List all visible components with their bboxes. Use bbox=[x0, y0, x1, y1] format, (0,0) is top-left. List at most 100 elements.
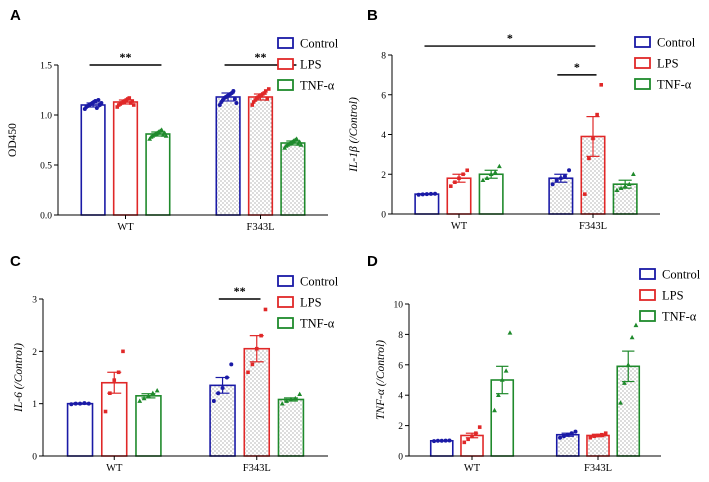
data-point bbox=[112, 378, 117, 382]
y-axis-label: TNF-α (/Control) bbox=[375, 340, 387, 420]
panel-letter: D bbox=[367, 253, 378, 270]
data-point bbox=[217, 103, 222, 107]
data-point bbox=[567, 168, 572, 173]
data-point bbox=[224, 375, 229, 380]
panel-letter: B bbox=[367, 7, 378, 24]
data-point bbox=[162, 130, 168, 135]
error-bar bbox=[586, 116, 600, 157]
data-point bbox=[108, 391, 112, 395]
data-point bbox=[103, 409, 108, 414]
data-point bbox=[159, 127, 165, 132]
y-tick-label: 0 bbox=[32, 453, 37, 463]
data-point bbox=[263, 307, 268, 312]
significance-label: * bbox=[507, 31, 513, 45]
legend-label: Control bbox=[300, 37, 339, 51]
legend: Control LPS TNF-α bbox=[277, 37, 339, 93]
legend-label: Control bbox=[300, 275, 339, 289]
data-point bbox=[435, 438, 440, 443]
legend-swatch bbox=[277, 317, 294, 329]
data-point bbox=[603, 431, 608, 435]
data-point bbox=[588, 435, 593, 440]
bar bbox=[112, 101, 139, 216]
category-label: WT bbox=[117, 222, 134, 233]
y-axis-label: OD450 bbox=[7, 123, 19, 157]
data-point bbox=[229, 362, 234, 367]
legend-item: Control bbox=[634, 36, 696, 50]
data-point bbox=[216, 391, 221, 396]
data-point bbox=[561, 434, 566, 439]
data-point bbox=[73, 401, 78, 406]
data-point bbox=[298, 142, 304, 147]
y-tick-label: 8 bbox=[381, 52, 386, 62]
data-point bbox=[457, 176, 461, 181]
data-point bbox=[595, 112, 599, 117]
legend-label: Control bbox=[662, 268, 701, 282]
data-point bbox=[565, 432, 570, 437]
data-point bbox=[592, 434, 596, 439]
legend-label: LPS bbox=[300, 58, 322, 72]
y-tick-label: 0.0 bbox=[40, 212, 52, 222]
data-point bbox=[448, 184, 453, 188]
data-point bbox=[428, 191, 433, 196]
panel-d: D WT F343L 0 2 4 6 8 10 TNF-α (/Control) Control LP… bbox=[367, 253, 701, 474]
y-tick-label: 0 bbox=[398, 453, 403, 463]
data-point bbox=[246, 370, 250, 375]
legend-item: Control bbox=[277, 37, 339, 51]
legend-item: LPS bbox=[639, 289, 684, 303]
category-label: WT bbox=[451, 221, 468, 232]
data-point bbox=[622, 183, 628, 188]
data-point bbox=[550, 182, 555, 187]
data-point bbox=[211, 399, 216, 404]
data-point bbox=[629, 334, 635, 340]
legend-label: LPS bbox=[657, 57, 679, 71]
data-point bbox=[447, 438, 452, 443]
data-point bbox=[420, 192, 425, 197]
data-point bbox=[150, 390, 156, 395]
data-point bbox=[294, 136, 300, 141]
panel-letter: A bbox=[10, 7, 21, 24]
data-point bbox=[470, 434, 474, 439]
data-point bbox=[587, 156, 591, 161]
legend-swatch bbox=[277, 79, 294, 91]
data-point bbox=[96, 98, 101, 102]
data-point bbox=[621, 380, 627, 385]
legend-item: Control bbox=[277, 275, 339, 289]
data-point bbox=[433, 191, 438, 196]
significance-label: ** bbox=[234, 284, 246, 298]
data-point bbox=[250, 103, 255, 107]
panel-a: A WT F343L 0.0 0.5 1.0 1.5 OD450 ** ** Control LPS T… bbox=[7, 7, 339, 233]
y-tick-label: 1.5 bbox=[40, 62, 52, 72]
legend-label: Control bbox=[657, 36, 696, 50]
data-point bbox=[591, 136, 595, 141]
data-point bbox=[461, 172, 465, 177]
legend-label: LPS bbox=[662, 289, 684, 303]
category-label: WT bbox=[464, 463, 481, 474]
data-point bbox=[614, 187, 620, 192]
data-point bbox=[127, 96, 132, 100]
data-point bbox=[554, 178, 559, 183]
data-point bbox=[288, 396, 294, 402]
data-point bbox=[582, 192, 587, 196]
data-point bbox=[86, 401, 91, 406]
data-point bbox=[558, 435, 563, 440]
data-point bbox=[94, 106, 99, 110]
data-point bbox=[116, 370, 121, 375]
data-point bbox=[115, 105, 120, 109]
data-point bbox=[262, 91, 267, 95]
significance-label: ** bbox=[120, 50, 132, 64]
bar bbox=[277, 398, 305, 457]
legend: Control LPS TNF-α bbox=[639, 268, 701, 324]
data-point bbox=[484, 175, 490, 181]
bar bbox=[215, 96, 241, 216]
panel-b: B WT F343L 0 2 4 6 8 IL-1β (/Control) * * Control LP… bbox=[348, 7, 696, 232]
significance-label: ** bbox=[255, 50, 267, 64]
data-point bbox=[558, 176, 563, 181]
data-point bbox=[633, 322, 639, 328]
data-point bbox=[251, 100, 256, 104]
data-point bbox=[495, 392, 501, 397]
data-point bbox=[466, 437, 470, 442]
legend-swatch bbox=[639, 289, 656, 301]
data-point bbox=[503, 368, 509, 373]
legend-label: TNF-α bbox=[300, 317, 335, 331]
